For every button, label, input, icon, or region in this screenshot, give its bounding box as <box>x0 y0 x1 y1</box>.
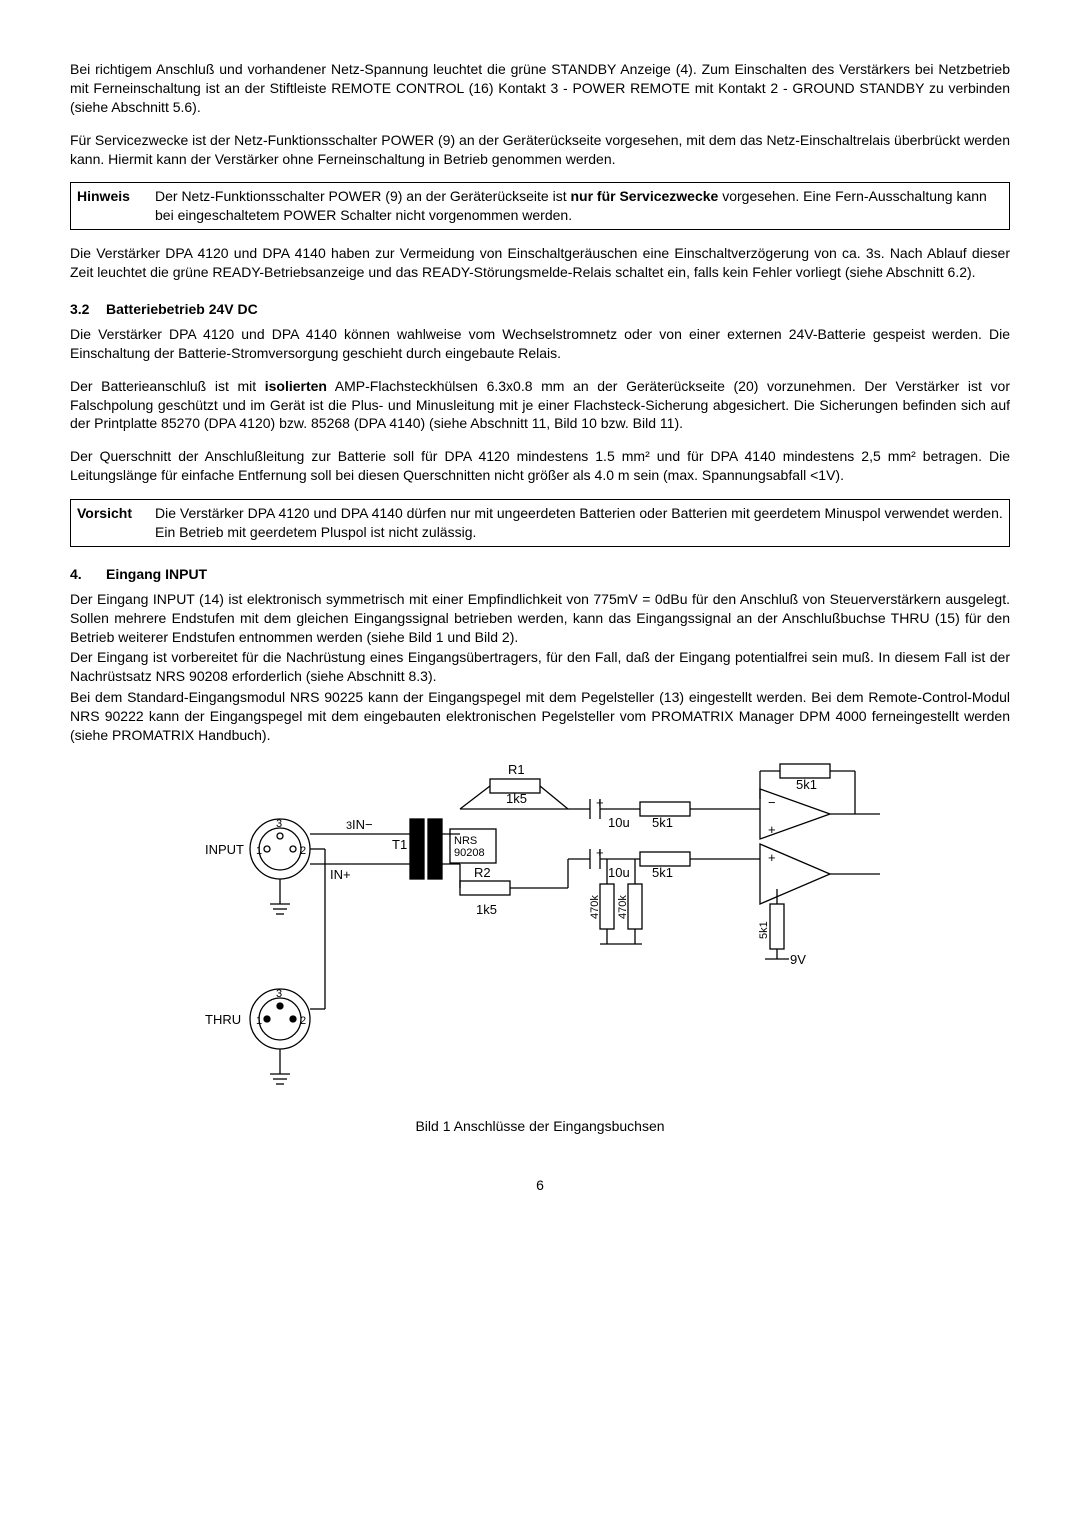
section-4-heading: 4.Eingang INPUT <box>70 565 1010 584</box>
label-inminus: IN− <box>352 817 373 832</box>
pin2c: 2 <box>300 1015 306 1027</box>
label-plus4: + <box>596 845 604 860</box>
pin1c: 1 <box>256 1015 262 1027</box>
label-9v: 9V <box>790 952 806 967</box>
label-minus1: − <box>768 795 776 810</box>
label-470b: 470k <box>617 895 629 919</box>
label-10ua: 10u <box>608 815 630 830</box>
paragraph: Für Servicezwecke ist der Netz-Funktions… <box>70 131 1010 169</box>
label-1k5b: 1k5 <box>476 902 497 917</box>
paragraph: Der Eingang INPUT (14) ist elektronisch … <box>70 590 1010 647</box>
pin3a: 3 <box>276 818 282 830</box>
pin3b: 3 <box>346 820 352 832</box>
page-number: 6 <box>70 1176 1010 1195</box>
label-nrs: NRS <box>454 835 477 847</box>
paragraph: Die Verstärker DPA 4120 und DPA 4140 kön… <box>70 325 1010 363</box>
vorsicht-label: Vorsicht <box>77 504 155 542</box>
paragraph: Der Eingang ist vorbereitet für die Nach… <box>70 648 1010 686</box>
hinweis-box: Hinweis Der Netz-Funktionsschalter POWER… <box>70 182 1010 230</box>
paragraph: Bei dem Standard-Eingangsmodul NRS 90225… <box>70 688 1010 745</box>
figure-caption: Bild 1 Anschlüsse der Eingangsbuchsen <box>70 1117 1010 1136</box>
label-r1: R1 <box>508 762 525 777</box>
label-nrs2: 90208 <box>454 847 485 859</box>
label-1k5a: 1k5 <box>506 791 527 806</box>
label-470a: 470k <box>589 895 601 919</box>
vorsicht-box: Vorsicht Die Verstärker DPA 4120 und DPA… <box>70 499 1010 547</box>
figure-1: INPUT THRU R1 1k5 1k5 R2 T1 NRS 90208 10… <box>70 759 1010 1109</box>
label-plus2: + <box>768 850 776 865</box>
label-thru: THRU <box>205 1012 241 1027</box>
pin1a: 1 <box>256 845 262 857</box>
hinweis-text: Der Netz-Funktionsschalter POWER (9) an … <box>155 187 1003 225</box>
label-10ub: 10u <box>608 865 630 880</box>
pin2a: 2 <box>300 845 306 857</box>
paragraph: Der Querschnitt der Anschlußleitung zur … <box>70 447 1010 485</box>
label-5k1a: 5k1 <box>652 815 673 830</box>
pin3c: 3 <box>276 988 282 1000</box>
label-inplus: IN+ <box>330 867 351 882</box>
circuit-diagram: INPUT THRU R1 1k5 1k5 R2 T1 NRS 90208 10… <box>160 759 920 1109</box>
paragraph: Die Verstärker DPA 4120 und DPA 4140 hab… <box>70 244 1010 282</box>
label-5k1c: 5k1 <box>796 777 817 792</box>
paragraph: Bei richtigem Anschluß und vorhandener N… <box>70 60 1010 117</box>
vorsicht-text: Die Verstärker DPA 4120 und DPA 4140 dür… <box>155 504 1003 542</box>
label-5k1d: 5k1 <box>758 921 770 939</box>
label-plus3: + <box>596 795 604 810</box>
section-3-2-heading: 3.2Batteriebetrieb 24V DC <box>70 300 1010 319</box>
label-5k1b: 5k1 <box>652 865 673 880</box>
label-input: INPUT <box>205 842 244 857</box>
label-r2: R2 <box>474 865 491 880</box>
label-plus1: + <box>768 822 776 837</box>
hinweis-label: Hinweis <box>77 187 155 225</box>
paragraph: Der Batterieanschluß ist mit isolierten … <box>70 377 1010 434</box>
label-t1: T1 <box>392 837 407 852</box>
